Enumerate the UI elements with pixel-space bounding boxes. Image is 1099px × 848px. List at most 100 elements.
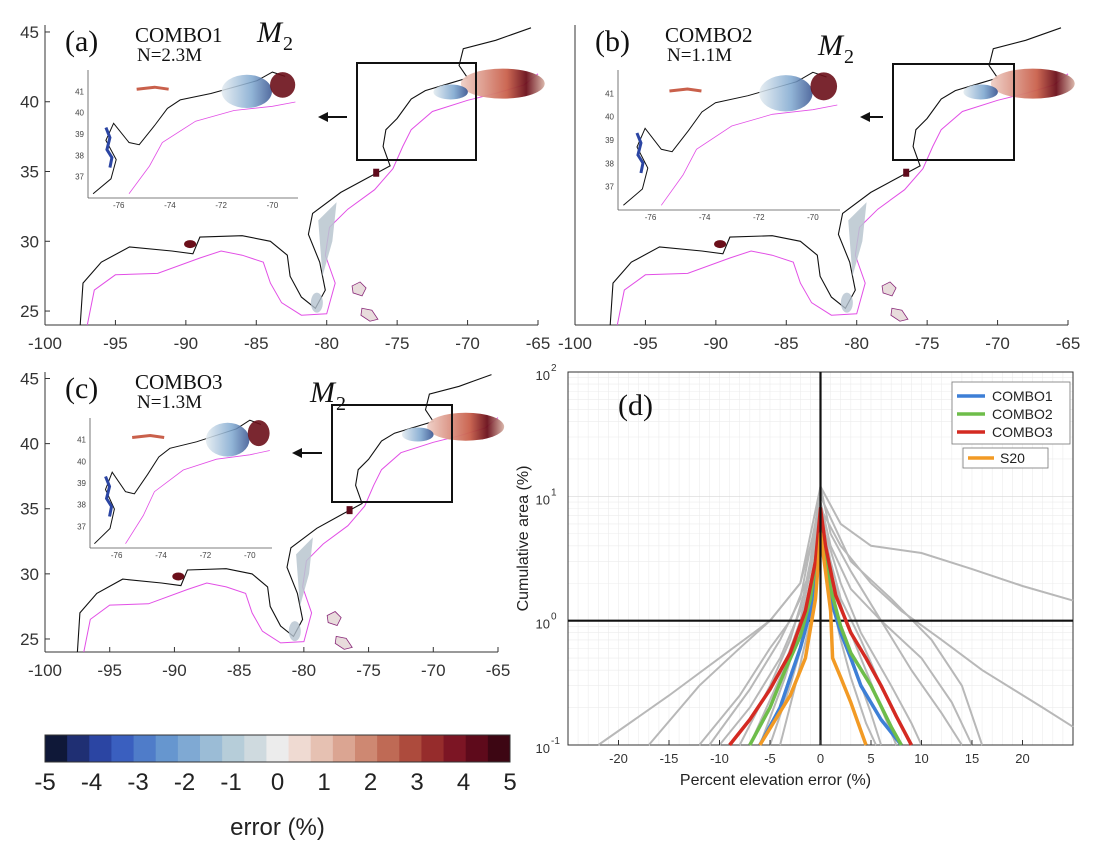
panel-title: COMBO1 <box>135 23 223 47</box>
colorbar-swatch <box>67 735 90 762</box>
x-tick-label: -90 <box>162 661 187 680</box>
error-field-gulf-of-maine <box>460 68 545 99</box>
bahamas-banks <box>326 611 353 650</box>
error-field-gulf-of-maine <box>990 68 1075 99</box>
panel-label: (c) <box>65 372 98 405</box>
y-tick-label: 25 <box>20 630 39 649</box>
x-tick-label: -80 <box>292 661 317 680</box>
colorbar-swatch <box>200 735 223 762</box>
legend: COMBO1 COMBO2 COMBO3 S20 <box>951 381 1071 469</box>
bahamas-banks <box>881 281 909 322</box>
inset-x-tick-label: -76 <box>645 213 657 222</box>
background-series-line <box>708 493 984 746</box>
inset-y-tick-label: 41 <box>75 87 84 96</box>
zoom-box <box>892 63 1015 161</box>
panel-title: COMBO3 <box>135 370 223 394</box>
x-tick-label: -5 <box>764 751 776 766</box>
zoom-box <box>356 62 477 161</box>
background-series-line <box>648 505 1074 746</box>
colorbar-swatch <box>111 735 135 762</box>
colorbar-tick-label: 4 <box>457 769 470 796</box>
inset-error-field-red <box>247 420 270 447</box>
error-field-louisiana <box>714 240 727 249</box>
background-series-line <box>718 486 963 746</box>
background-series-line <box>597 483 1074 746</box>
colorbar-swatch <box>355 735 378 762</box>
inset-long-island-sound <box>132 433 165 439</box>
shelf-break-contour <box>86 73 539 326</box>
x-tick-label: -80 <box>844 334 869 353</box>
colorbar-tick-label: 5 <box>503 769 516 796</box>
inset-shelf-contour <box>125 450 270 544</box>
x-tick-label: -90 <box>704 334 729 353</box>
legend-label: COMBO3 <box>992 424 1053 440</box>
y-tick-base: 10 <box>536 368 550 383</box>
x-tick-label: -10 <box>710 751 729 766</box>
inset-y-tick-label: 40 <box>75 109 84 118</box>
inset-y-tick-label: 37 <box>605 183 614 192</box>
inset-y-tick-label: 39 <box>605 136 614 145</box>
inset-error-field-red <box>810 72 838 101</box>
inset-x-tick-label: -76 <box>111 551 123 560</box>
colorbar-tick-label: 3 <box>410 769 423 796</box>
colorbar-tick-label: 2 <box>364 769 377 796</box>
inset-long-island-sound <box>136 85 169 91</box>
inset-y-tick-label: 37 <box>75 173 84 182</box>
y-tick-exponent: 2 <box>551 363 557 374</box>
y-tick-label: 30 <box>20 232 39 251</box>
colorbar-swatch <box>133 735 157 762</box>
colorbar-swatch <box>310 735 334 762</box>
inset-x-tick-label: -74 <box>699 213 711 222</box>
error-field-south-atlantic-bight <box>318 202 337 277</box>
error-field-florida-tip <box>840 292 853 313</box>
x-tick-label: -70 <box>421 661 446 680</box>
colorbar-label: error (%) <box>230 814 325 841</box>
error-field-louisiana <box>184 240 197 249</box>
y-tick-label: 45 <box>20 370 39 389</box>
colorbar-swatch <box>155 735 179 762</box>
map-panel-c: -76 -74 -72 -70 41 40 39 38 37 -100 -95 -90 -85 -80 -7… <box>20 370 510 680</box>
error-field-florida-tip <box>310 292 323 313</box>
colorbar-tick-label: -5 <box>34 769 55 796</box>
colorbar-swatch <box>421 735 445 762</box>
x-tick-label: -70 <box>455 334 480 353</box>
inset-error-field-blue <box>221 74 272 108</box>
x-tick-label: -100 <box>28 334 62 353</box>
inset-x-tick-label: -72 <box>753 213 765 222</box>
colorbar-swatch <box>89 735 112 762</box>
x-tick-label: -70 <box>985 334 1010 353</box>
x-tick-label: 20 <box>1015 751 1029 766</box>
y-tick-label: 30 <box>20 565 39 584</box>
x-tick-label: -75 <box>915 334 940 353</box>
x-tick-label: -15 <box>660 751 679 766</box>
inset-x-tick-label: -74 <box>155 551 167 560</box>
x-tick-label: -100 <box>558 334 592 353</box>
y-tick-label: 35 <box>20 500 39 519</box>
colorbar-swatch <box>332 735 356 762</box>
arrow-head-icon <box>318 112 328 122</box>
colorbar-swatch <box>266 735 290 762</box>
arrow-head-icon <box>860 112 870 122</box>
map-panel-b: -76 -74 -72 -70 41 40 39 38 37 -100 -95 -90 -85 -80 -7… <box>558 23 1080 353</box>
constituent-subscript: 2 <box>844 46 854 68</box>
inset-map: -76 -74 -72 -70 41 40 39 38 37 <box>77 418 272 560</box>
panel-label: (d) <box>618 389 653 422</box>
series-line-s20 <box>758 532 868 746</box>
inset-x-tick-label: -70 <box>807 213 819 222</box>
colorbar-swatch <box>465 735 489 762</box>
inset-x-tick-label: -72 <box>200 551 212 560</box>
colorbar-swatch <box>244 735 267 762</box>
inset-y-tick-label: 41 <box>77 436 86 445</box>
panel-subtitle: N=2.3M <box>137 45 202 66</box>
inset-error-field-blue <box>205 422 250 457</box>
colorbar-tick-label: -1 <box>220 769 241 796</box>
panel-label: (b) <box>595 25 630 58</box>
colorbar-tick-label: -2 <box>174 769 195 796</box>
error-field-pamlico-sound <box>373 168 380 177</box>
inset-map: -76 -74 -72 -70 41 40 39 38 37 <box>605 70 840 222</box>
error-field-new-england-shelf <box>401 427 434 442</box>
panel-subtitle: N=1.3M <box>137 392 202 413</box>
x-tick-label: -85 <box>244 334 269 353</box>
inset-y-tick-label: 38 <box>77 501 86 510</box>
inset-map: -76 -74 -72 -70 41 40 39 38 37 <box>75 70 298 210</box>
